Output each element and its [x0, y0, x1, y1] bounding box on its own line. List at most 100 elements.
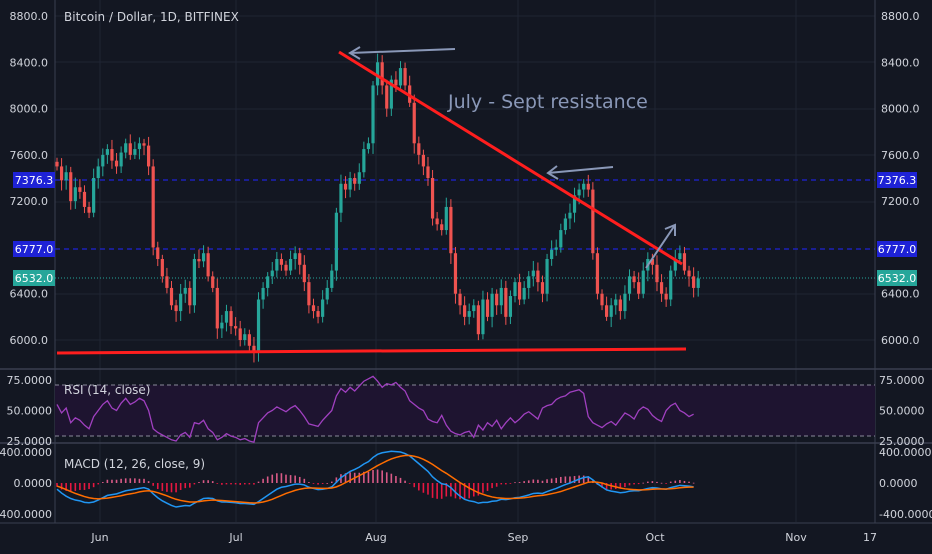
candle[interactable]: [554, 247, 558, 250]
candle[interactable]: [527, 276, 531, 288]
candle[interactable]: [87, 206, 91, 213]
candle[interactable]: [380, 62, 384, 86]
candle[interactable]: [394, 79, 398, 86]
candle[interactable]: [659, 282, 664, 294]
candle[interactable]: [188, 287, 192, 306]
candle[interactable]: [64, 172, 68, 181]
candle[interactable]: [165, 276, 169, 288]
candle[interactable]: [678, 253, 682, 259]
candle[interactable]: [321, 299, 325, 317]
candle[interactable]: [696, 278, 700, 288]
candle[interactable]: [687, 270, 691, 277]
candle[interactable]: [385, 85, 389, 109]
candle[interactable]: [417, 143, 421, 155]
candle[interactable]: [156, 247, 160, 259]
support-trendline[interactable]: [56, 347, 687, 355]
candle[interactable]: [174, 305, 178, 312]
candle[interactable]: [229, 311, 233, 327]
candle[interactable]: [298, 253, 302, 265]
candle[interactable]: [243, 334, 247, 340]
candle[interactable]: [444, 206, 448, 231]
candle[interactable]: [504, 287, 508, 317]
candle[interactable]: [343, 183, 348, 190]
candle[interactable]: [142, 143, 146, 146]
candle[interactable]: [133, 149, 137, 155]
candle[interactable]: [353, 178, 357, 184]
candle[interactable]: [151, 166, 155, 248]
macd-line[interactable]: [56, 450, 694, 508]
candle[interactable]: [664, 293, 668, 300]
candle[interactable]: [220, 322, 224, 329]
candle[interactable]: [316, 311, 320, 317]
candle[interactable]: [572, 195, 577, 213]
candle[interactable]: [692, 276, 696, 288]
candle[interactable]: [595, 253, 600, 294]
candle[interactable]: [330, 270, 334, 288]
candle[interactable]: [499, 287, 503, 306]
candle[interactable]: [224, 311, 229, 323]
candle[interactable]: [577, 189, 581, 196]
candle[interactable]: [128, 143, 132, 155]
candle[interactable]: [568, 212, 572, 219]
candle[interactable]: [348, 178, 352, 190]
candle[interactable]: [522, 287, 526, 300]
candle[interactable]: [421, 154, 425, 167]
candle[interactable]: [682, 253, 687, 271]
candle[interactable]: [201, 253, 206, 262]
candle[interactable]: [623, 293, 627, 312]
candle[interactable]: [256, 299, 261, 352]
candle[interactable]: [110, 149, 114, 161]
candle[interactable]: [101, 154, 105, 167]
candle[interactable]: [215, 287, 219, 329]
candle[interactable]: [550, 249, 554, 259]
candle[interactable]: [673, 259, 677, 271]
price-axis[interactable]: 8800.0 8800.0 8400.0 8400.0 8000.0 8000.0 7600…: [10, 10, 920, 347]
candle[interactable]: [169, 287, 174, 306]
candle[interactable]: [591, 189, 595, 254]
candle[interactable]: [334, 212, 338, 271]
candle[interactable]: [586, 183, 590, 190]
candle[interactable]: [412, 102, 416, 144]
candle[interactable]: [78, 187, 82, 192]
candle[interactable]: [293, 253, 297, 259]
candle[interactable]: [463, 305, 467, 317]
candle[interactable]: [160, 259, 164, 277]
candle[interactable]: [403, 68, 407, 86]
candle[interactable]: [449, 206, 453, 254]
candle[interactable]: [92, 178, 96, 213]
candle[interactable]: [252, 345, 256, 352]
candle[interactable]: [179, 293, 183, 312]
candle[interactable]: [119, 152, 123, 167]
candle[interactable]: [266, 276, 270, 288]
candle[interactable]: [605, 305, 609, 317]
candle[interactable]: [426, 166, 430, 178]
candle[interactable]: [545, 259, 549, 294]
candle[interactable]: [472, 305, 476, 312]
candle[interactable]: [366, 143, 371, 150]
candle[interactable]: [147, 145, 151, 167]
candle[interactable]: [614, 299, 618, 306]
candle[interactable]: [655, 264, 659, 283]
candle[interactable]: [234, 326, 238, 329]
candlestick-series[interactable]: [55, 53, 700, 363]
candle[interactable]: [559, 230, 563, 248]
candle[interactable]: [114, 160, 119, 167]
candle[interactable]: [618, 299, 622, 312]
candle[interactable]: [211, 276, 215, 288]
candle[interactable]: [362, 149, 366, 173]
candle[interactable]: [440, 224, 444, 231]
candle[interactable]: [206, 253, 210, 277]
candle[interactable]: [238, 328, 242, 340]
candle[interactable]: [307, 282, 311, 306]
candle[interactable]: [261, 287, 265, 300]
candle[interactable]: [600, 293, 604, 306]
candle[interactable]: [540, 282, 545, 294]
candle[interactable]: [389, 79, 393, 109]
signal-line[interactable]: [56, 454, 694, 504]
candle[interactable]: [476, 305, 480, 335]
candle[interactable]: [59, 166, 64, 181]
candle[interactable]: [55, 161, 59, 167]
candle[interactable]: [357, 172, 361, 184]
